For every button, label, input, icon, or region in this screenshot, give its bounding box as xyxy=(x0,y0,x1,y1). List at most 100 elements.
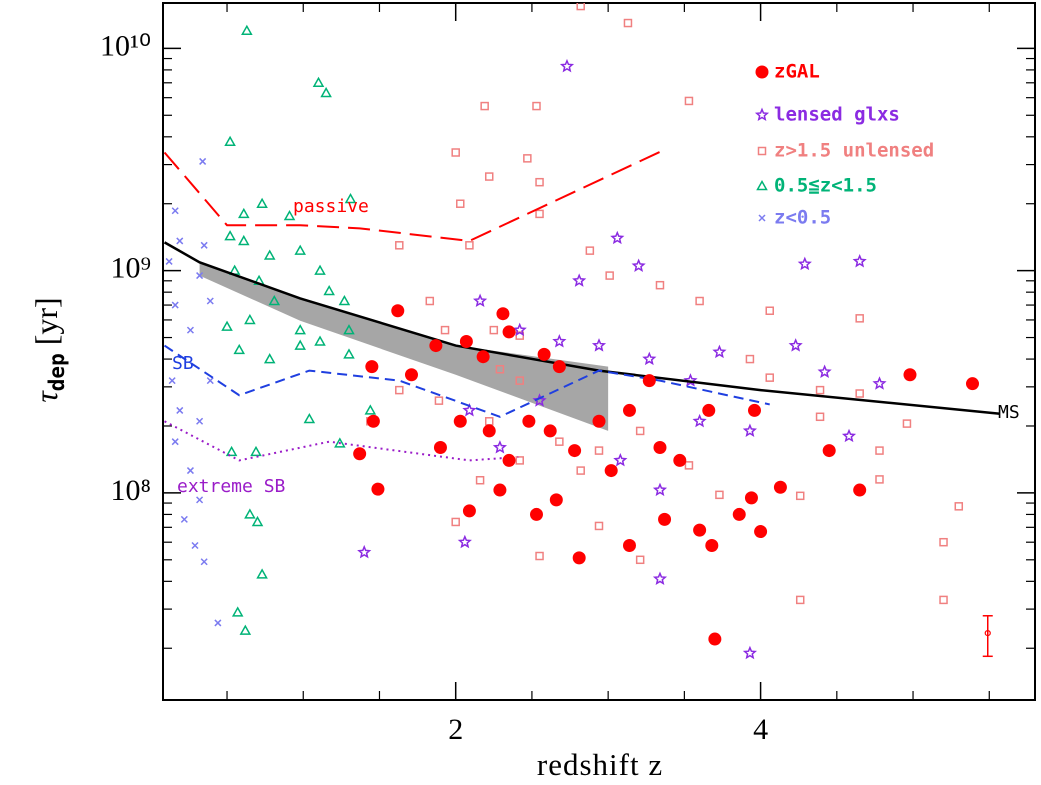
point-star xyxy=(610,230,625,245)
point-square xyxy=(532,101,541,111)
point-square xyxy=(795,491,805,501)
plot-area xyxy=(163,3,1001,660)
point-triangle xyxy=(238,234,250,246)
point-circle xyxy=(496,307,510,321)
point-square xyxy=(815,385,825,395)
point-square xyxy=(434,396,444,405)
point-circle xyxy=(453,414,467,428)
point-star xyxy=(552,334,567,348)
line-label: MS xyxy=(998,402,1020,423)
point-square xyxy=(684,96,694,106)
point-star xyxy=(642,351,657,366)
line-label: extreme SB xyxy=(177,476,285,497)
point-circle xyxy=(903,368,917,382)
point-circle xyxy=(705,538,719,552)
point-star xyxy=(652,482,668,497)
point-star xyxy=(872,376,887,390)
point-triangle xyxy=(312,76,325,88)
x-axis-label: redshift z xyxy=(537,747,663,782)
point-triangle xyxy=(225,445,238,457)
point-star xyxy=(712,344,727,359)
line-2 xyxy=(163,344,770,418)
point-star xyxy=(457,534,472,549)
legend-marker xyxy=(758,214,766,222)
point-circle xyxy=(404,368,418,382)
point-circle xyxy=(366,414,380,428)
point-square xyxy=(495,364,505,374)
point-triangle xyxy=(244,508,256,519)
point-star xyxy=(852,253,867,268)
point-circle xyxy=(502,453,516,467)
point-triangle xyxy=(303,412,316,424)
point-square xyxy=(855,314,864,323)
point-square xyxy=(484,172,494,181)
point-circle xyxy=(391,304,405,318)
point-circle xyxy=(604,464,618,478)
point-circle xyxy=(708,632,722,646)
point-square xyxy=(902,419,912,428)
point-circle xyxy=(549,493,563,507)
x-tick-label: 4 xyxy=(753,713,768,746)
point-triangle xyxy=(256,568,268,579)
point-square xyxy=(815,412,825,422)
point-triangle xyxy=(239,624,252,635)
point-square xyxy=(451,517,460,527)
point-star xyxy=(652,571,668,585)
point-triangle xyxy=(241,24,253,36)
y-axis-label: τdep [yr] xyxy=(28,297,69,402)
point-square xyxy=(523,154,532,163)
point-square xyxy=(576,3,585,11)
legend-marker xyxy=(755,65,769,79)
point-square xyxy=(535,551,544,561)
point-circle xyxy=(459,334,473,348)
point-square xyxy=(515,456,524,465)
point-triangle xyxy=(314,335,326,346)
point-square xyxy=(655,280,665,290)
point-square xyxy=(715,490,724,500)
point-triangle xyxy=(283,210,296,221)
point-circle xyxy=(965,377,979,391)
point-triangle xyxy=(334,437,346,448)
y-tick-label: 10⁹ xyxy=(111,252,151,285)
point-circle xyxy=(702,403,716,417)
point-square xyxy=(489,325,499,335)
point-square xyxy=(480,101,489,111)
point-triangle xyxy=(224,230,236,241)
point-triangle xyxy=(323,284,335,296)
point-circle xyxy=(673,453,687,467)
x-tick-label: 2 xyxy=(448,713,463,746)
point-circle xyxy=(754,525,768,539)
point-square xyxy=(515,376,524,385)
point-triangle xyxy=(364,404,377,415)
point-x xyxy=(196,417,204,425)
point-star xyxy=(631,258,646,272)
error-point xyxy=(984,629,991,637)
point-circle xyxy=(476,350,490,364)
point-star xyxy=(841,428,857,443)
point-star xyxy=(357,544,372,559)
point-triangle xyxy=(263,249,276,260)
point-square xyxy=(594,521,604,531)
point-star xyxy=(591,338,607,352)
point-star xyxy=(559,58,575,73)
line-1 xyxy=(163,148,665,242)
point-circle xyxy=(529,507,543,521)
point-square xyxy=(555,437,564,446)
point-x xyxy=(186,326,194,334)
point-square xyxy=(576,466,585,475)
point-circle xyxy=(537,347,551,361)
ms-band xyxy=(199,262,609,431)
point-triangle xyxy=(250,445,262,457)
point-x xyxy=(186,467,194,475)
point-star xyxy=(613,452,628,467)
point-triangle xyxy=(256,197,268,208)
legend-marker xyxy=(757,146,767,156)
point-star xyxy=(512,322,527,337)
point-square xyxy=(875,475,884,484)
point-square xyxy=(425,296,435,306)
point-square xyxy=(684,461,694,470)
point-square xyxy=(395,385,404,395)
point-square xyxy=(535,209,544,219)
point-triangle xyxy=(344,192,357,204)
point-circle xyxy=(642,374,656,388)
